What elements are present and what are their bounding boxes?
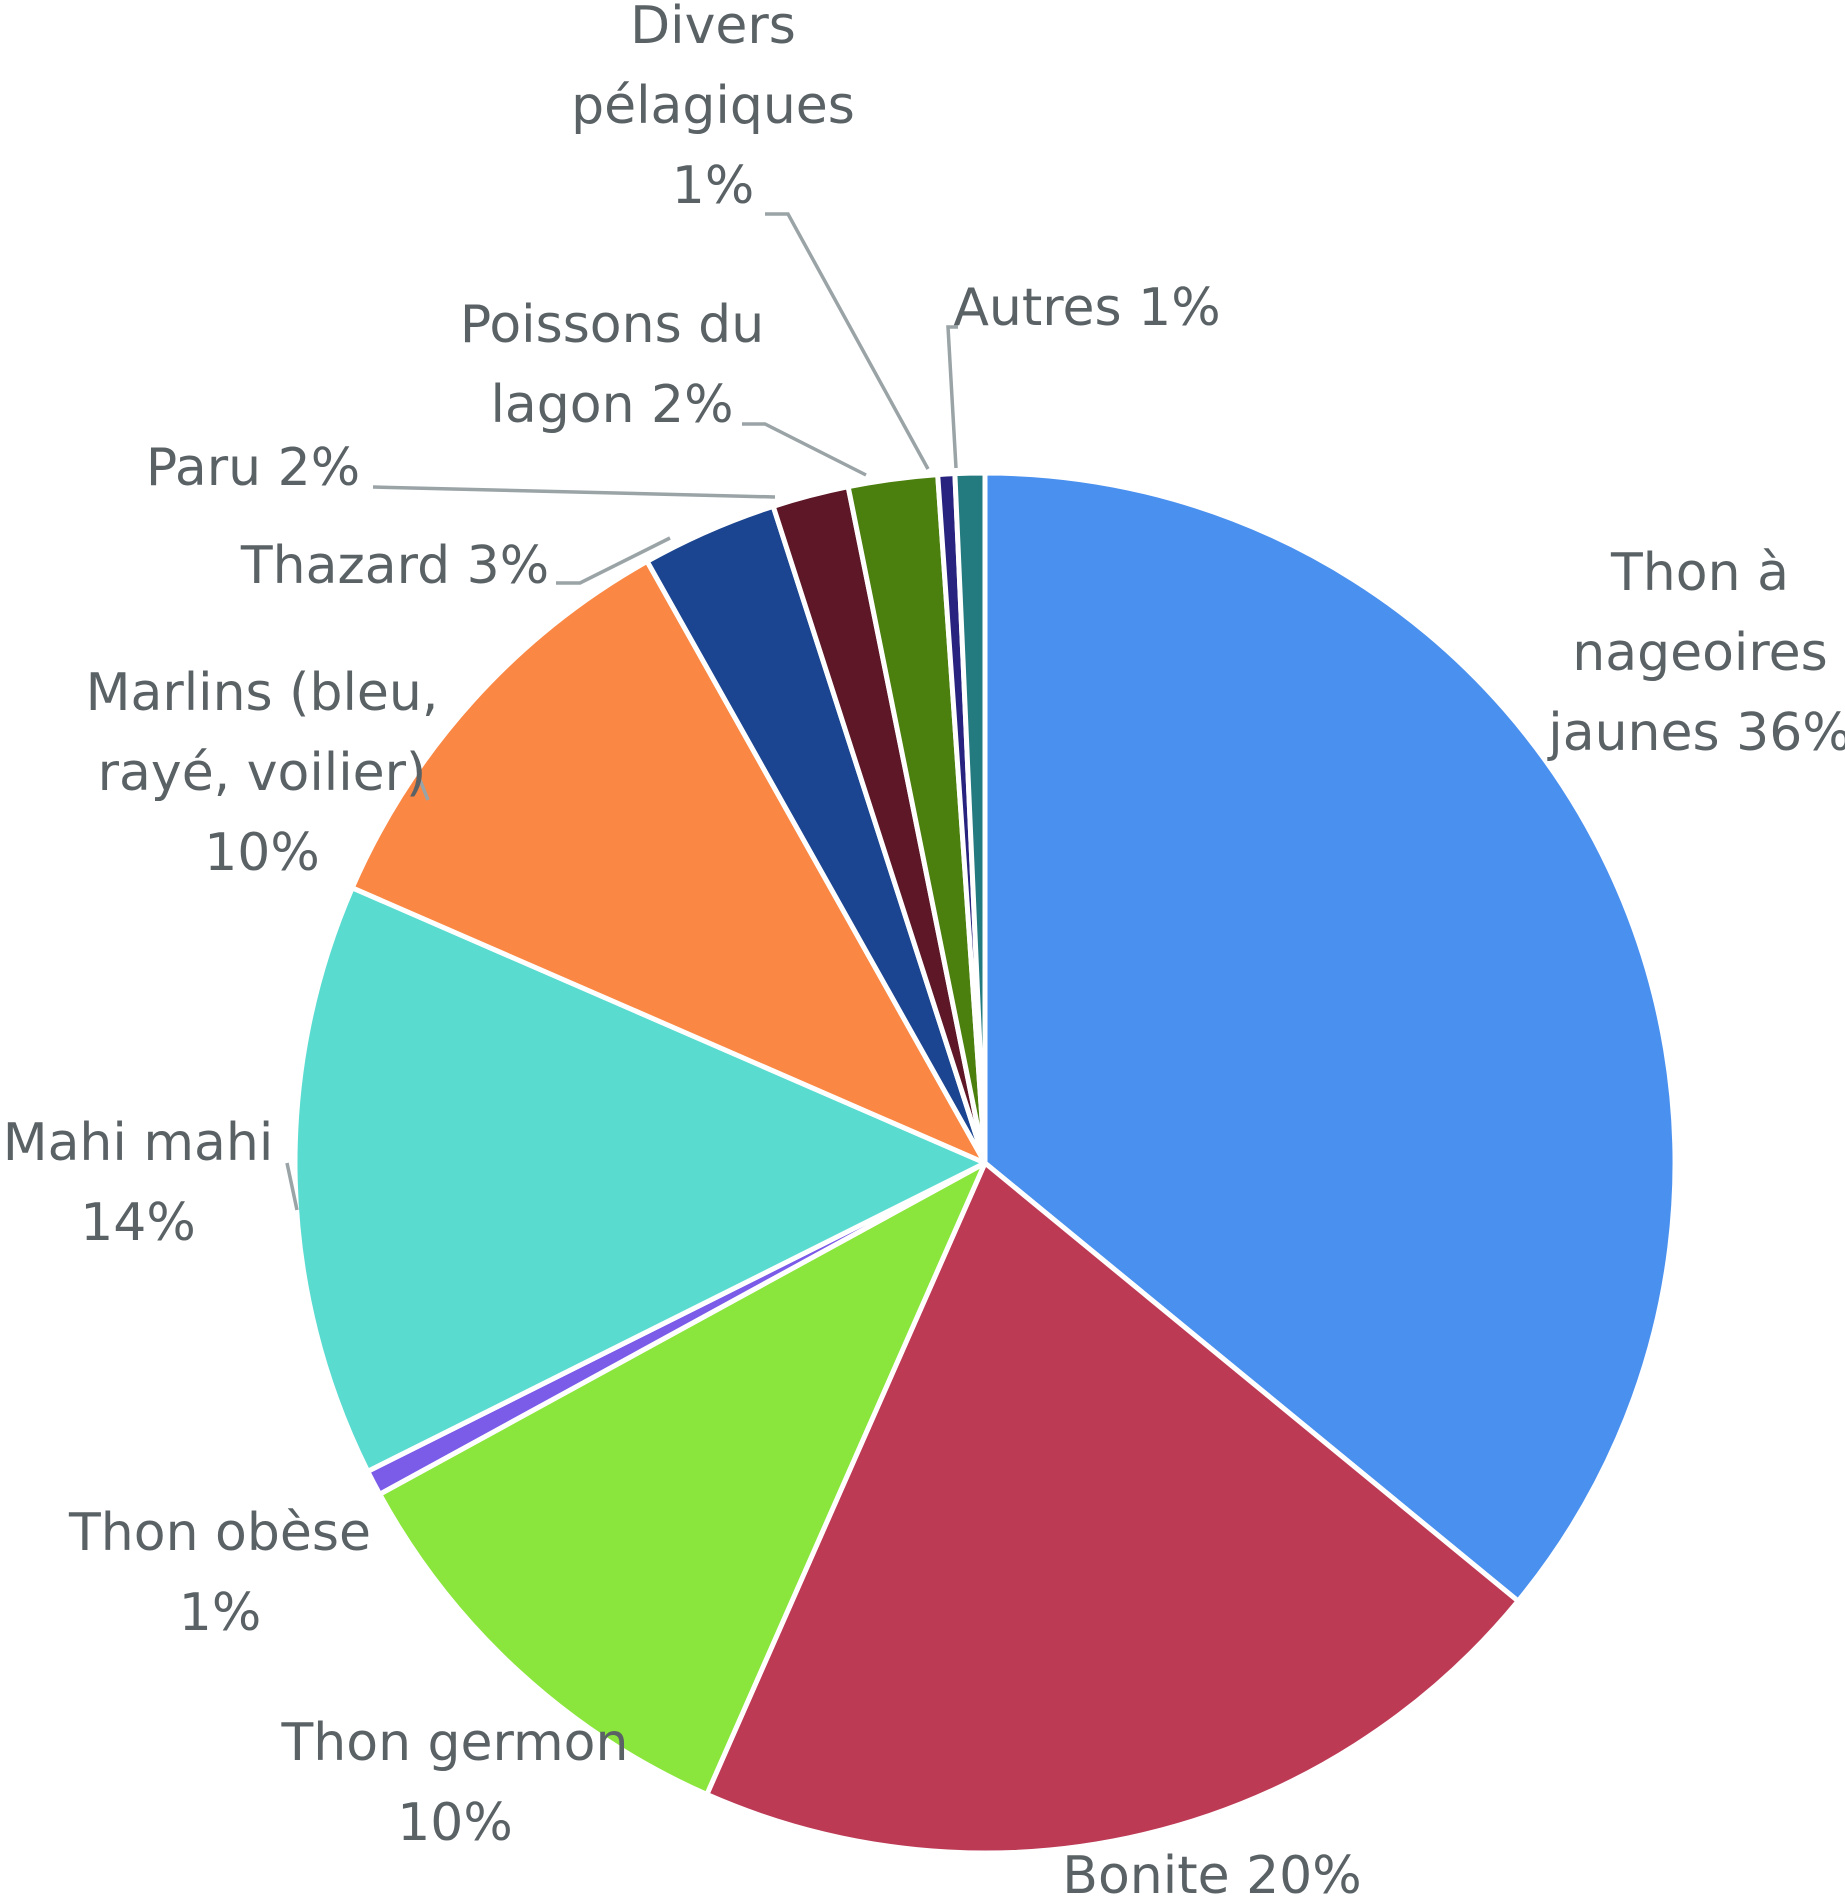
slice-label-line: pélagiques [571, 76, 855, 136]
slice-label-thon-a-nageoires-jaunes: Thon à nageoires jaunes 36% [1547, 543, 1845, 763]
slice-label-line: lagon 2% [490, 375, 733, 435]
slice-label-line: Thon germon [281, 1713, 629, 1773]
slice-label-line: rayé, voilier) [98, 743, 427, 803]
slice-labels: Thon à nageoires jaunes 36% Bonite 20% Thon … [3, 0, 1845, 1900]
slice-label-marlins-bleu-raye-voilier: Marlins (bleu, rayé, voilier) 10% [86, 663, 439, 883]
slice-label-line: Bonite 20% [1062, 1846, 1361, 1900]
pie-slice-thon-germon [377, 1160, 988, 1797]
slice-label-line: Thon obèse [68, 1503, 371, 1563]
leader-line-mahi-mahi [285, 1162, 299, 1211]
slice-label-line: Paru 2% [146, 438, 360, 498]
pie-slice-thon-a-nageoires-jaunes [982, 470, 1678, 1604]
slice-label-paru: Paru 2% [146, 438, 360, 498]
slice-label-line: Poissons du [460, 295, 764, 355]
leader-line-thazard [556, 536, 671, 585]
slice-label-line: nageoires [1572, 623, 1827, 683]
pie-slice-mahi-mahi [292, 885, 988, 1474]
leader-line-divers-pelagiques [765, 212, 930, 470]
slice-label-thazard: Thazard 3% [240, 536, 549, 596]
slice-label-mahi-mahi: Mahi mahi 14% [3, 1113, 274, 1253]
pie-slices [292, 470, 1678, 1856]
slice-label-line: 10% [397, 1793, 513, 1853]
slice-label-divers-pelagiques: Divers pélagiques 1% [571, 0, 855, 216]
leader-line-paru [372, 485, 776, 499]
slice-label-line: Divers [630, 0, 796, 56]
slice-label-line: Mahi mahi [3, 1113, 274, 1173]
slice-label-line: 10% [204, 823, 320, 883]
slice-label-line: Marlins (bleu, [86, 663, 439, 723]
slice-label-line: 1% [179, 1583, 262, 1643]
slice-label-line: Autres 1% [953, 278, 1220, 338]
slice-label-line: 14% [80, 1193, 196, 1253]
slice-label-line: Thon à [1610, 543, 1789, 603]
slice-label-line: Thazard 3% [240, 536, 549, 596]
slice-label-line: 1% [672, 156, 755, 216]
leader-line-marlins [418, 779, 430, 801]
slice-label-autres: Autres 1% [953, 278, 1220, 338]
pie-slice-marlins-bleu-raye-voilier [349, 558, 988, 1166]
leader-line-autres [946, 325, 958, 469]
slice-label-poissons-du-lagon: Poissons du lagon 2% [460, 295, 764, 435]
slice-label-thon-germon: Thon germon 10% [281, 1713, 629, 1853]
slice-label-bonite: Bonite 20% [1062, 1846, 1361, 1900]
pie-slice-autres [952, 470, 988, 1166]
leader-lines [285, 212, 958, 1211]
leader-line-poissons-du-lagon [742, 422, 867, 477]
slice-label-thon-obese: Thon obèse 1% [68, 1503, 371, 1643]
slice-label-line: jaunes 36% [1547, 703, 1845, 763]
